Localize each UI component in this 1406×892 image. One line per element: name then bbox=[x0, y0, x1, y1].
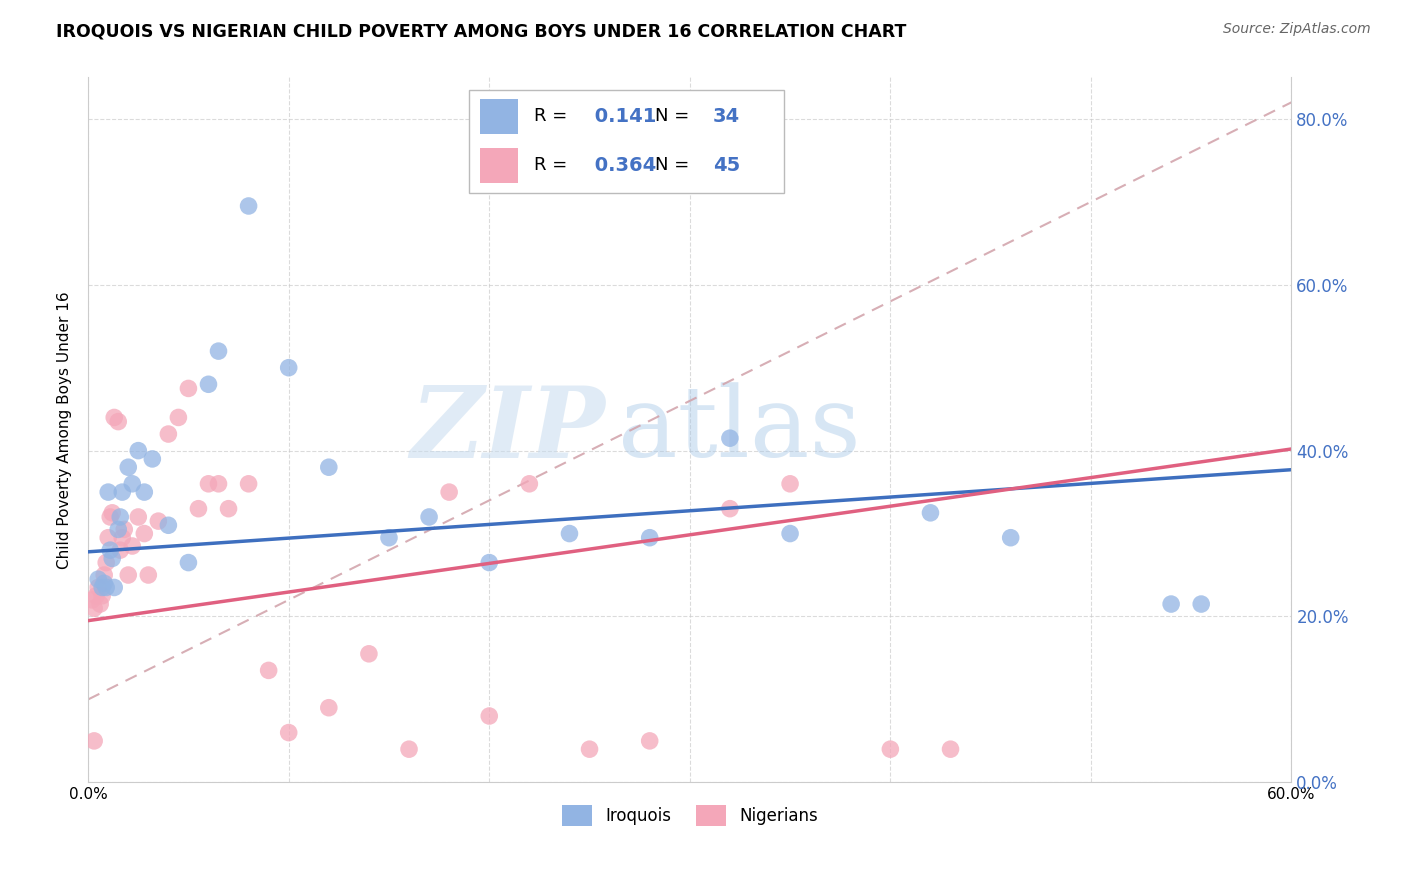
Text: atlas: atlas bbox=[617, 382, 860, 478]
Point bbox=[97, 485, 120, 500]
Point bbox=[187, 501, 209, 516]
Point bbox=[238, 199, 260, 213]
Text: Source: ZipAtlas.com: Source: ZipAtlas.com bbox=[1223, 22, 1371, 37]
Point bbox=[207, 344, 229, 359]
Point bbox=[277, 360, 299, 375]
Point bbox=[97, 531, 120, 545]
Point bbox=[779, 526, 801, 541]
Point bbox=[96, 581, 118, 595]
Point bbox=[718, 431, 741, 445]
Legend: Iroquois, Nigerians: Iroquois, Nigerians bbox=[554, 797, 827, 834]
Point bbox=[378, 531, 401, 545]
Point bbox=[110, 543, 132, 558]
Point bbox=[110, 510, 132, 524]
Point bbox=[87, 581, 110, 595]
Point bbox=[197, 377, 219, 392]
Point bbox=[91, 581, 114, 595]
Point bbox=[558, 526, 581, 541]
Point bbox=[98, 510, 121, 524]
Text: IROQUOIS VS NIGERIAN CHILD POVERTY AMONG BOYS UNDER 16 CORRELATION CHART: IROQUOIS VS NIGERIAN CHILD POVERTY AMONG… bbox=[56, 22, 907, 40]
Point bbox=[1189, 597, 1212, 611]
Point bbox=[121, 476, 143, 491]
Point bbox=[117, 460, 139, 475]
Point bbox=[207, 476, 229, 491]
Point bbox=[87, 572, 110, 586]
Point bbox=[318, 460, 340, 475]
Point bbox=[939, 742, 962, 756]
Point bbox=[98, 543, 121, 558]
Point bbox=[93, 568, 115, 582]
Point bbox=[478, 556, 501, 570]
Point bbox=[318, 700, 340, 714]
Point bbox=[121, 539, 143, 553]
Point bbox=[157, 518, 180, 533]
Point bbox=[177, 381, 200, 395]
Point bbox=[103, 410, 125, 425]
Point bbox=[82, 593, 104, 607]
Point bbox=[136, 568, 159, 582]
Point bbox=[101, 551, 124, 566]
Point bbox=[117, 568, 139, 582]
Point bbox=[134, 485, 156, 500]
Point bbox=[83, 601, 105, 615]
Point bbox=[107, 523, 129, 537]
Point bbox=[83, 734, 105, 748]
Point bbox=[107, 415, 129, 429]
Point bbox=[779, 476, 801, 491]
Point bbox=[638, 531, 661, 545]
Point bbox=[257, 664, 280, 678]
Point bbox=[89, 597, 111, 611]
Y-axis label: Child Poverty Among Boys Under 16: Child Poverty Among Boys Under 16 bbox=[58, 291, 72, 569]
Point bbox=[478, 709, 501, 723]
Point bbox=[437, 485, 460, 500]
Point bbox=[218, 501, 240, 516]
Point bbox=[91, 589, 114, 603]
Point bbox=[167, 410, 190, 425]
Point bbox=[920, 506, 942, 520]
Point bbox=[638, 734, 661, 748]
Point bbox=[177, 556, 200, 570]
Point bbox=[718, 501, 741, 516]
Point bbox=[141, 451, 163, 466]
Text: ZIP: ZIP bbox=[411, 382, 606, 478]
Point bbox=[277, 725, 299, 739]
Point bbox=[112, 523, 135, 537]
Point bbox=[398, 742, 420, 756]
Point bbox=[93, 576, 115, 591]
Point bbox=[127, 510, 149, 524]
Point bbox=[1000, 531, 1022, 545]
Point bbox=[578, 742, 600, 756]
Point bbox=[101, 506, 124, 520]
Point bbox=[134, 526, 156, 541]
Point bbox=[111, 485, 134, 500]
Point bbox=[197, 476, 219, 491]
Point bbox=[879, 742, 901, 756]
Point bbox=[1160, 597, 1182, 611]
Point bbox=[418, 510, 440, 524]
Point bbox=[519, 476, 541, 491]
Point bbox=[157, 427, 180, 442]
Point bbox=[357, 647, 380, 661]
Point bbox=[84, 589, 107, 603]
Point bbox=[127, 443, 149, 458]
Point bbox=[96, 556, 118, 570]
Point bbox=[111, 531, 134, 545]
Point bbox=[103, 581, 125, 595]
Point bbox=[148, 514, 170, 528]
Point bbox=[238, 476, 260, 491]
